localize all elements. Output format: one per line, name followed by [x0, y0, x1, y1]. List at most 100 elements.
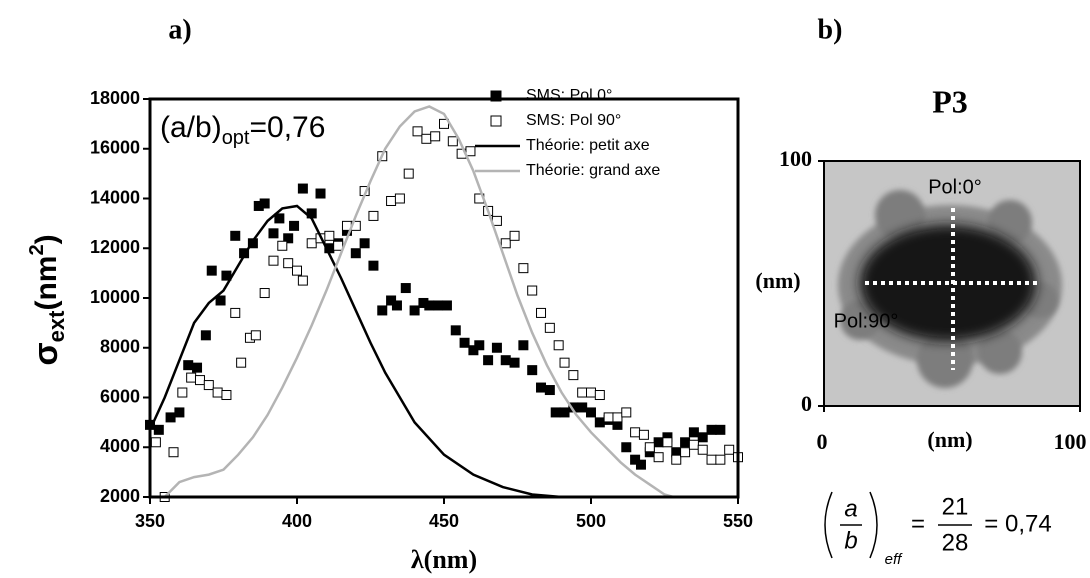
- x-axis-label: (nm): [927, 427, 972, 452]
- legend-label: Théorie: petit axe: [526, 137, 650, 154]
- marker: [553, 340, 564, 351]
- marker: [324, 230, 335, 241]
- marker: [391, 300, 402, 311]
- x-tick-label: 0: [817, 429, 828, 454]
- marker: [544, 385, 555, 396]
- text-part: σ: [27, 342, 65, 365]
- x-tick-label: 400: [282, 511, 312, 531]
- marker: [174, 407, 185, 418]
- marker: [577, 402, 588, 413]
- y-tick-label: 18000: [90, 88, 140, 108]
- marker: [697, 432, 708, 443]
- y-axis-label: σext(nm2): [26, 234, 69, 365]
- marker: [192, 362, 203, 373]
- marker: [724, 444, 735, 455]
- marker: [638, 429, 649, 440]
- marker: [447, 136, 458, 147]
- marker: [491, 342, 502, 353]
- marker: [544, 322, 555, 333]
- marker: [559, 357, 570, 368]
- marker: [412, 126, 423, 137]
- marker: [403, 168, 414, 179]
- x-tick-label: 450: [429, 511, 459, 531]
- marker: [509, 230, 520, 241]
- marker: [662, 437, 673, 448]
- text-part: 2: [26, 244, 48, 255]
- x-tick-label: 550: [723, 511, 753, 531]
- marker: [706, 454, 717, 465]
- marker: [688, 439, 699, 450]
- marker: [671, 454, 682, 465]
- image-frame: [823, 160, 1081, 407]
- shell-blob: [917, 332, 973, 388]
- marker: [292, 265, 302, 276]
- marker: [459, 337, 470, 348]
- marker: [500, 238, 511, 249]
- marker: [230, 230, 241, 241]
- marker: [577, 387, 588, 398]
- marker: [688, 427, 699, 438]
- marker: [527, 365, 538, 376]
- marker: [274, 213, 285, 224]
- marker: [465, 146, 476, 157]
- marker: [212, 387, 223, 398]
- paren: [869, 491, 878, 559]
- text-part: (a/b): [160, 111, 222, 144]
- legend-marker: [490, 90, 502, 102]
- formula-part: b: [844, 527, 857, 554]
- marker: [500, 355, 511, 366]
- annotation: Pol:0°: [928, 176, 982, 198]
- marker: [183, 360, 194, 371]
- marker: [715, 454, 726, 465]
- y-tick-label: 12000: [90, 237, 140, 257]
- marker: [518, 263, 529, 274]
- marker: [259, 198, 270, 209]
- legend-label: Théorie: grand axe: [526, 162, 660, 179]
- marker: [450, 325, 461, 336]
- text-part: ext: [44, 310, 69, 342]
- formula-part: 21: [942, 493, 969, 520]
- marker: [433, 300, 444, 311]
- marker: [715, 424, 726, 435]
- marker: [612, 412, 623, 423]
- marker: [680, 447, 691, 458]
- marker: [215, 295, 226, 306]
- text-part: =0,76: [250, 111, 326, 144]
- marker: [186, 372, 197, 383]
- marker: [621, 442, 632, 453]
- marker: [603, 412, 614, 423]
- text-part: opt: [222, 127, 250, 149]
- marker: [377, 305, 388, 316]
- marker: [536, 382, 547, 393]
- marker: [359, 238, 370, 249]
- y-tick-label: 8000: [100, 337, 140, 357]
- marker: [297, 275, 308, 286]
- y-tick-label: 14000: [90, 187, 140, 207]
- shell-blob: [988, 200, 1032, 244]
- marker: [474, 340, 485, 351]
- marker: [333, 240, 344, 251]
- y-tick-label: 2000: [100, 486, 140, 506]
- marker: [230, 307, 241, 318]
- paren: [824, 491, 833, 559]
- formula-part: eff: [885, 551, 904, 568]
- marker: [297, 183, 308, 194]
- marker: [368, 260, 379, 271]
- x-tick-label: 500: [576, 511, 606, 531]
- marker: [653, 452, 664, 463]
- legend-label: SMS: Pol 0°: [526, 87, 612, 104]
- marker: [586, 407, 596, 418]
- marker: [621, 407, 632, 418]
- marker: [409, 305, 420, 316]
- marker: [424, 300, 435, 311]
- text-part: (nm: [30, 256, 63, 311]
- marker: [394, 193, 405, 204]
- x-tick-label: 350: [135, 511, 165, 531]
- marker: [568, 370, 579, 381]
- shell-blob: [840, 300, 880, 340]
- marker: [206, 265, 217, 276]
- panel-label: b): [818, 14, 843, 45]
- marker: [697, 444, 708, 455]
- legend-marker: [490, 115, 502, 127]
- plot-frame: [148, 97, 740, 499]
